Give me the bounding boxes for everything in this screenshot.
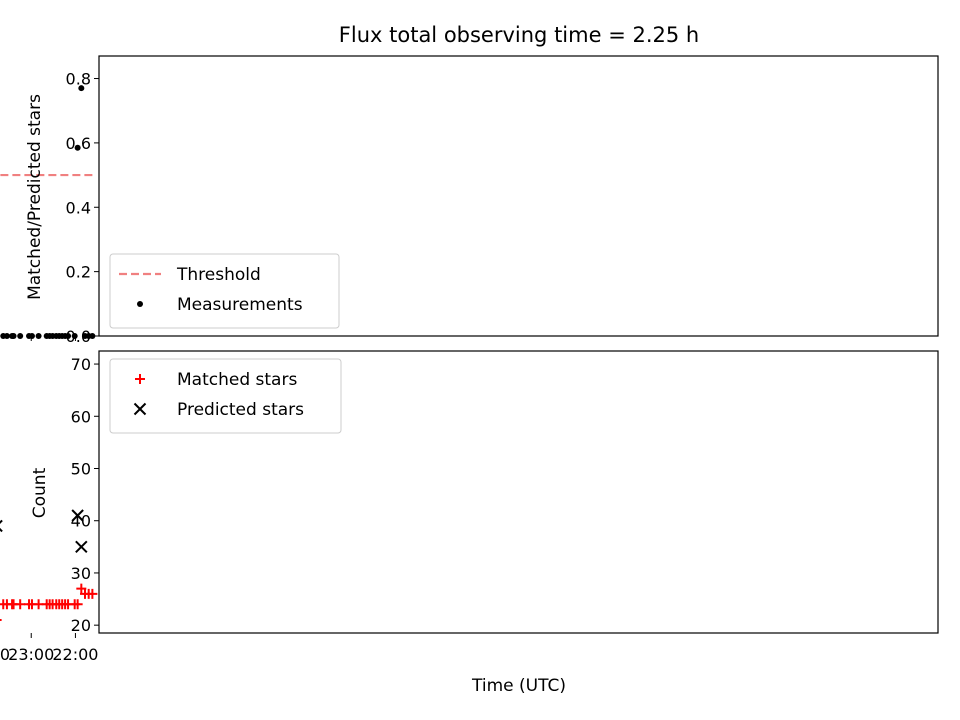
predicted-stars-point: [71, 509, 84, 522]
measurement-point: [74, 144, 81, 151]
legend-measurements-swatch: [137, 301, 143, 307]
y-tick-label: 30: [71, 564, 91, 583]
legend: Matched stars Predicted stars: [109, 358, 342, 434]
predicted-stars-point: [0, 519, 3, 533]
measurement-point: [43, 333, 50, 339]
matched-stars-point: [80, 588, 91, 599]
y-tick-label: 0.4: [66, 198, 91, 217]
x-axis-label: Time (UTC): [471, 676, 566, 696]
y-tick-label: 0.8: [66, 70, 91, 89]
measurement-point: [82, 333, 89, 339]
predicted-stars-point: [75, 540, 88, 554]
measurement-point: [17, 333, 24, 339]
y-tick-label: 0.6: [66, 134, 91, 153]
measurement-point: [26, 333, 33, 339]
measurement-point: [9, 333, 16, 339]
legend-label: Predicted stars: [177, 400, 304, 420]
axes-frame: [98, 350, 939, 634]
matched-stars-point: [0, 618, 2, 621]
matched-stars-point: [76, 583, 87, 594]
x-tick-label: 23:00: [8, 645, 54, 664]
legend-box: [109, 253, 340, 329]
x-tick-label: 00:00: [0, 645, 10, 664]
legend: Threshold Measurements: [109, 253, 340, 329]
measurement-point: [71, 333, 78, 339]
top-panel: 0.0 0.2 0.4 0.6 0.8 Threshold Measurements: [0, 55, 939, 346]
legend-box: [109, 358, 342, 434]
legend-predicted-swatch: [133, 402, 147, 416]
y-tick-label: 20: [71, 616, 91, 635]
legend-matched-swatch: [135, 374, 145, 384]
y-tick-label: 40: [71, 512, 91, 531]
chart-title: Flux total observing time = 2.25 h: [339, 23, 699, 47]
y-tick-label: 0.0: [66, 327, 91, 346]
top-y-axis-label: Matched/Predicted stars: [25, 94, 45, 300]
bottom-panel: 20304050607022:0023:0000:0001:0002:00Mat…: [0, 350, 939, 664]
axes-frame: [98, 55, 939, 337]
legend-label: Matched stars: [177, 370, 297, 390]
matched-stars-point: [0, 599, 9, 610]
y-tick-label: 70: [71, 355, 91, 374]
y-tick-label: 0.2: [66, 263, 91, 282]
measurement-point: [78, 85, 85, 92]
measurement-point: [35, 333, 42, 339]
measurement-point: [0, 333, 7, 339]
y-tick-label: 50: [71, 460, 91, 479]
legend-label: Threshold: [176, 265, 261, 285]
legend-label: Measurements: [177, 295, 303, 315]
matched-stars-point: [24, 599, 35, 610]
x-tick-label: 22:00: [52, 645, 98, 664]
bottom-y-axis-label: Count: [30, 467, 50, 518]
y-tick-label: 60: [71, 407, 91, 426]
